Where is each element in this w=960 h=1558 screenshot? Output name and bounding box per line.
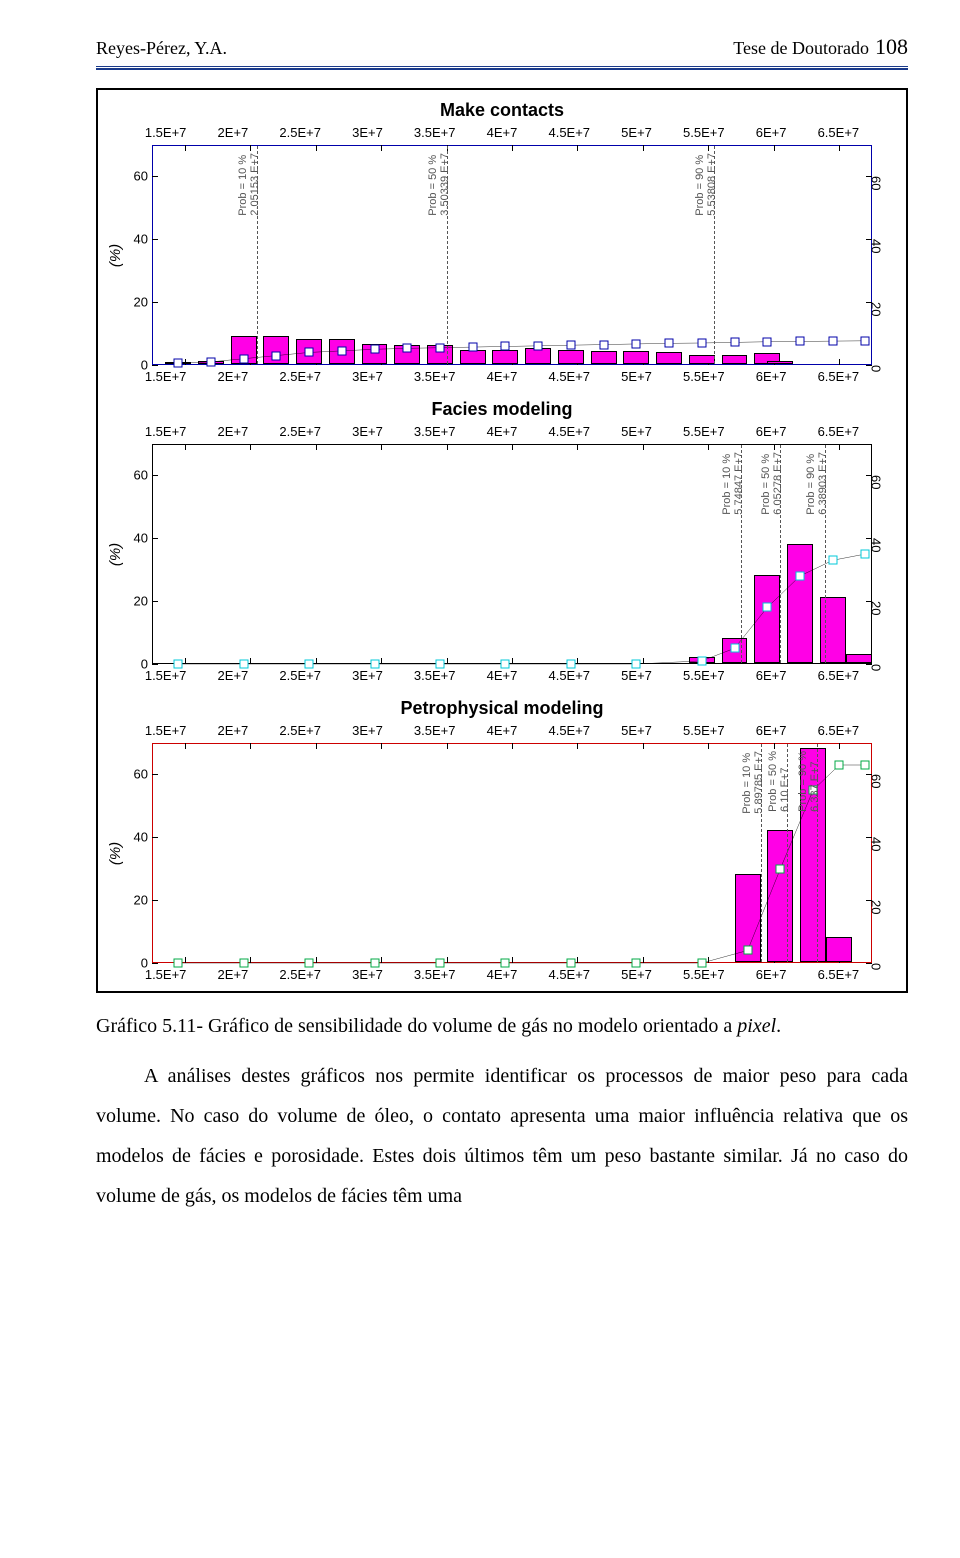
y-ticks-right: 0204060 bbox=[872, 145, 898, 365]
marker bbox=[305, 348, 314, 357]
prob-label: Prob = 10 %5.74847 E+7 bbox=[721, 452, 745, 515]
marker bbox=[861, 761, 870, 770]
prob-label: Prob = 50 %6.05278 E+7 bbox=[760, 452, 784, 515]
marker bbox=[796, 337, 805, 346]
x-ticks-top: 1.5E+72E+72.5E+73E+73.5E+74E+74.5E+75E+7… bbox=[132, 424, 872, 440]
page-number: 108 bbox=[875, 34, 908, 60]
y-ticks-right: 0204060 bbox=[872, 743, 898, 963]
marker bbox=[743, 946, 752, 955]
marker bbox=[501, 342, 510, 351]
marker bbox=[599, 340, 608, 349]
y-ticks-right: 0204060 bbox=[872, 444, 898, 664]
marker bbox=[566, 341, 575, 350]
chart-title: Petrophysical modeling bbox=[106, 698, 898, 719]
header-rule bbox=[96, 66, 908, 70]
marker bbox=[730, 644, 739, 653]
y-axis-label: (%) bbox=[106, 141, 126, 369]
marker bbox=[534, 341, 543, 350]
prob-label: Prob = 90 %6.337 E+7 bbox=[797, 751, 821, 812]
prob-label: Prob = 50 %3.50339 E+7 bbox=[427, 153, 451, 216]
marker bbox=[828, 556, 837, 565]
prob-label: Prob = 10 %2.05153 E+7 bbox=[237, 153, 261, 216]
header-doc-type: Tese de Doutorado bbox=[733, 38, 869, 59]
marker bbox=[337, 346, 346, 355]
x-ticks-bottom: 1.5E+72E+72.5E+73E+73.5E+74E+74.5E+75E+7… bbox=[132, 967, 872, 983]
header-author: Reyes-Pérez, Y.A. bbox=[96, 38, 227, 59]
y-axis-label: (%) bbox=[106, 440, 126, 668]
plot-area: 02040600204060Prob = 10 %5.74847 E+7Prob… bbox=[152, 444, 872, 664]
prob-label: Prob = 50 %6.10 E+7 bbox=[767, 751, 791, 812]
marker bbox=[239, 354, 248, 363]
marker bbox=[730, 338, 739, 347]
marker bbox=[776, 864, 785, 873]
marker bbox=[861, 336, 870, 345]
marker bbox=[632, 339, 641, 348]
x-ticks-top: 1.5E+72E+72.5E+73E+73.5E+74E+74.5E+75E+7… bbox=[132, 723, 872, 739]
marker bbox=[835, 761, 844, 770]
figure-caption: Gráfico 5.11- Gráfico de sensibilidade d… bbox=[96, 1015, 908, 1038]
marker bbox=[436, 343, 445, 352]
marker bbox=[272, 351, 281, 360]
x-ticks-bottom: 1.5E+72E+72.5E+73E+73.5E+74E+74.5E+75E+7… bbox=[132, 668, 872, 684]
marker bbox=[370, 345, 379, 354]
x-ticks-top: 1.5E+72E+72.5E+73E+73.5E+74E+74.5E+75E+7… bbox=[132, 125, 872, 141]
chart-title: Facies modeling bbox=[106, 399, 898, 420]
chart-1: Facies modeling 1.5E+72E+72.5E+73E+73.5E+… bbox=[106, 399, 898, 684]
marker bbox=[861, 550, 870, 559]
prob-label: Prob = 90 %5.53808 E+7 bbox=[694, 153, 718, 216]
y-ticks-left: 0204060 bbox=[126, 145, 152, 365]
marker bbox=[763, 603, 772, 612]
marker bbox=[796, 572, 805, 581]
marker bbox=[206, 357, 215, 366]
prob-label: Prob = 90 %6.38903 E+7 bbox=[805, 452, 829, 515]
marker bbox=[174, 359, 183, 368]
chart-2: Petrophysical modeling 1.5E+72E+72.5E+73E… bbox=[106, 698, 898, 983]
marker bbox=[665, 339, 674, 348]
body-paragraph: A análises destes gráficos nos permite i… bbox=[96, 1056, 908, 1216]
y-axis-label: (%) bbox=[106, 739, 126, 967]
marker bbox=[697, 656, 706, 665]
chart-0: Make contacts 1.5E+72E+72.5E+73E+73.5E+74… bbox=[106, 100, 898, 385]
prob-label: Prob = 10 %5.89785 E+7 bbox=[741, 751, 765, 814]
marker bbox=[828, 337, 837, 346]
x-ticks-bottom: 1.5E+72E+72.5E+73E+73.5E+74E+74.5E+75E+7… bbox=[132, 369, 872, 385]
plot-area: 02040600204060Prob = 10 %5.89785 E+7Prob… bbox=[152, 743, 872, 963]
marker bbox=[403, 344, 412, 353]
chart-title: Make contacts bbox=[106, 100, 898, 121]
marker bbox=[697, 339, 706, 348]
y-ticks-left: 0204060 bbox=[126, 444, 152, 664]
charts-frame: Make contacts 1.5E+72E+72.5E+73E+73.5E+74… bbox=[96, 88, 908, 993]
marker bbox=[763, 337, 772, 346]
plot-area: 02040600204060Prob = 10 %2.05153 E+7Prob… bbox=[152, 145, 872, 365]
marker bbox=[468, 343, 477, 352]
y-ticks-left: 0204060 bbox=[126, 743, 152, 963]
